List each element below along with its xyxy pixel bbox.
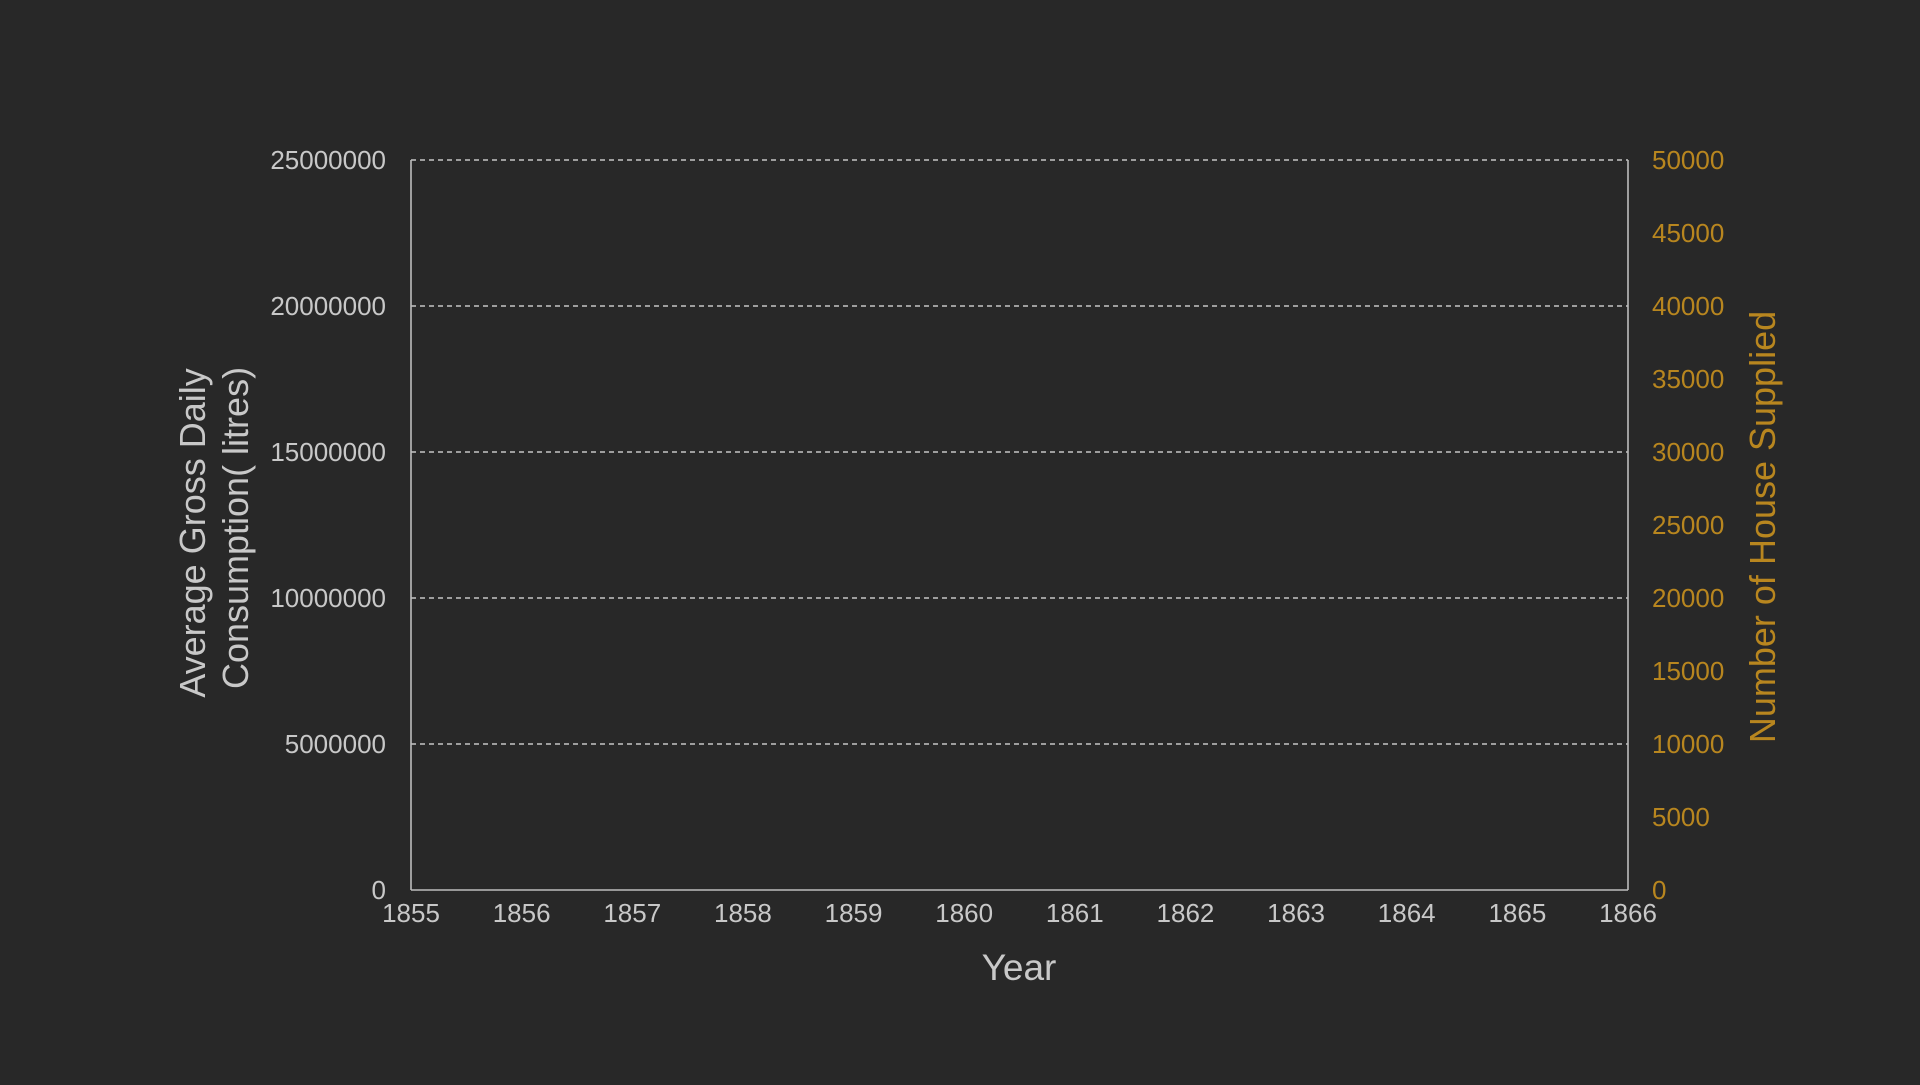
right-y-tick-label: 45000 xyxy=(1652,218,1724,248)
left-y-tick-label: 0 xyxy=(372,875,386,905)
x-tick-label: 1865 xyxy=(1488,898,1546,928)
right-y-tick-label: 5000 xyxy=(1652,802,1710,832)
x-tick-label: 1856 xyxy=(493,898,551,928)
left-y-tick-label: 25000000 xyxy=(270,145,386,175)
x-tick-label: 1861 xyxy=(1046,898,1104,928)
x-tick-label: 1858 xyxy=(714,898,772,928)
right-y-tick-label: 25000 xyxy=(1652,510,1724,540)
left-y-tick-label: 10000000 xyxy=(270,583,386,613)
x-tick-label: 1862 xyxy=(1157,898,1215,928)
x-tick-label: 1863 xyxy=(1267,898,1325,928)
right-y-tick-label: 0 xyxy=(1652,875,1666,905)
x-tick-label: 1864 xyxy=(1378,898,1436,928)
left-y-tick-label: 5000000 xyxy=(285,729,386,759)
x-tick-label: 1866 xyxy=(1599,898,1657,928)
x-tick-label: 1860 xyxy=(935,898,993,928)
right-y-tick-label: 50000 xyxy=(1652,145,1724,175)
x-axis-ticks: 1855 1856 1857 1858 1859 1860 1861 1862 1863 1864… xyxy=(382,898,1657,928)
left-y-tick-label: 15000000 xyxy=(270,437,386,467)
x-tick-label: 1857 xyxy=(603,898,661,928)
right-y-tick-label: 30000 xyxy=(1652,437,1724,467)
x-tick-label: 1859 xyxy=(825,898,883,928)
right-y-tick-label: 10000 xyxy=(1652,729,1724,759)
plot-frame xyxy=(410,160,1629,891)
x-axis-title: Year xyxy=(982,947,1057,988)
left-y-axis-title-line-2: Consumption( litres) xyxy=(215,367,256,689)
gridlines xyxy=(411,159,1628,745)
right-y-tick-label: 15000 xyxy=(1652,656,1724,686)
left-y-axis-title-line-1: Average Gross Daily xyxy=(172,368,213,697)
left-y-axis-title: Average Gross Daily Consumption( litres) xyxy=(172,358,256,697)
right-y-tick-label: 40000 xyxy=(1652,291,1724,321)
left-y-axis-ticks: 0 5000000 10000000 15000000 20000000 25000000 xyxy=(270,145,386,905)
right-y-tick-label: 20000 xyxy=(1652,583,1724,613)
right-y-axis-ticks: 0 5000 10000 15000 20000 25000 30000 35000 40000… xyxy=(1652,145,1724,905)
x-tick-label: 1855 xyxy=(382,898,440,928)
left-y-tick-label: 20000000 xyxy=(270,291,386,321)
right-y-tick-label: 35000 xyxy=(1652,364,1724,394)
right-y-axis-title: Number of House Supplied xyxy=(1742,311,1783,743)
